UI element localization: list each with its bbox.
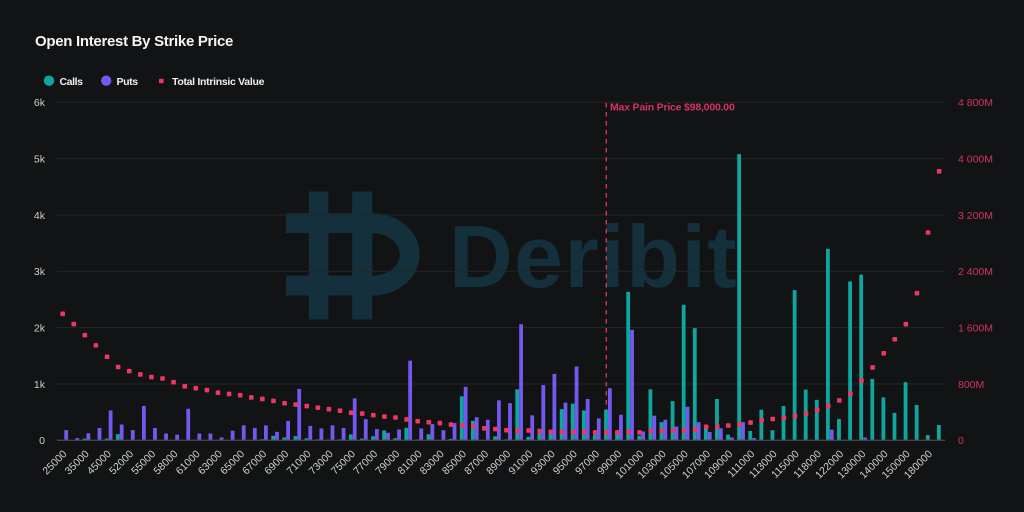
- svg-text:4k: 4k: [34, 210, 46, 222]
- svg-text:1 600M: 1 600M: [958, 322, 993, 334]
- svg-text:Max Pain Price $98,000.00: Max Pain Price $98,000.00: [610, 102, 735, 114]
- svg-text:Total Intrinsic Value: Total Intrinsic Value: [172, 76, 265, 88]
- svg-text:0: 0: [39, 435, 45, 447]
- svg-text:Open Interest By Strike Price: Open Interest By Strike Price: [35, 33, 233, 50]
- svg-text:5k: 5k: [34, 154, 46, 166]
- svg-text:1k: 1k: [34, 379, 46, 391]
- svg-text:3k: 3k: [34, 266, 46, 278]
- svg-text:4 000M: 4 000M: [958, 154, 993, 166]
- svg-text:Calls: Calls: [60, 76, 84, 88]
- svg-text:Deribit: Deribit: [449, 207, 738, 306]
- svg-text:0: 0: [958, 435, 964, 447]
- svg-text:2k: 2k: [34, 322, 46, 334]
- svg-text:6k: 6k: [34, 97, 46, 109]
- svg-text:2 400M: 2 400M: [958, 266, 993, 278]
- svg-text:4 800M: 4 800M: [958, 97, 993, 109]
- svg-text:3 200M: 3 200M: [958, 210, 993, 222]
- svg-text:800M: 800M: [958, 379, 984, 391]
- svg-text:Puts: Puts: [117, 76, 139, 88]
